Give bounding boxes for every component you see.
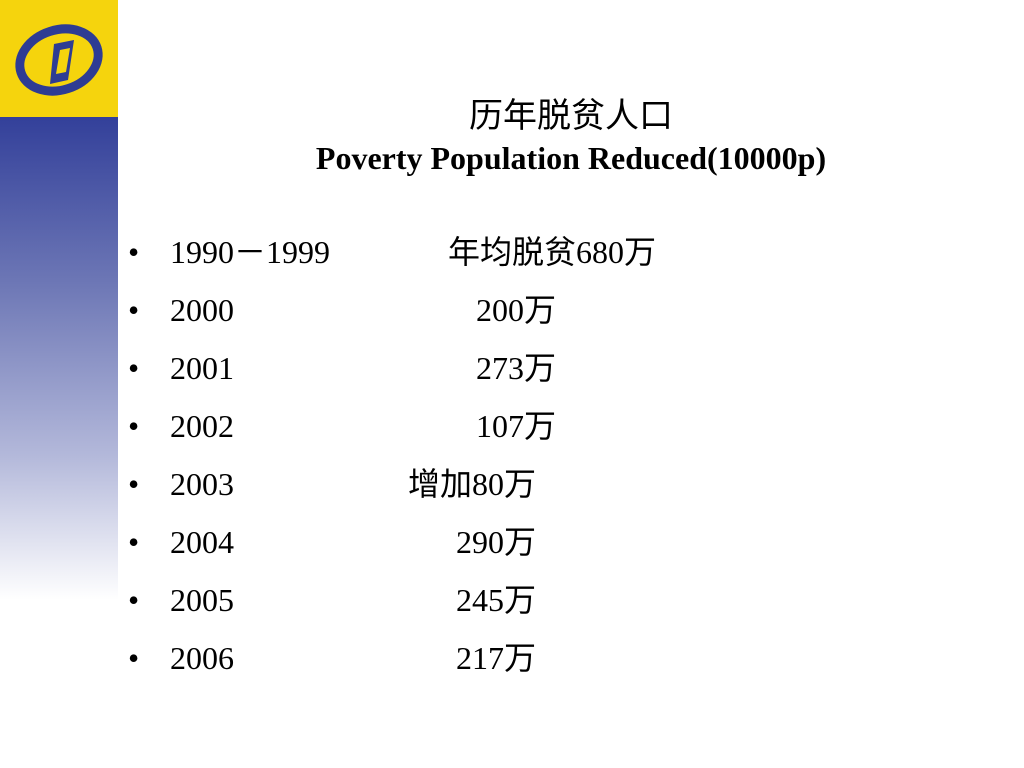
bullet-icon: •	[128, 292, 140, 328]
slide-title-chinese: 历年脱贫人口	[469, 98, 673, 135]
value-label: 273万	[476, 350, 557, 386]
bullet-icon: •	[128, 234, 140, 270]
slide-title-english: Poverty Population Reduced(10000p)	[315, 140, 827, 176]
year-label: 2004	[170, 524, 234, 560]
bullet-icon: •	[128, 408, 140, 444]
year-label: 2001	[170, 350, 234, 386]
value-label: 290万	[456, 524, 537, 560]
value-label: 增加80万	[408, 466, 537, 502]
bullet-icon: •	[128, 466, 140, 502]
logo-box	[0, 0, 118, 117]
value-label: 107万	[476, 408, 557, 444]
decorative-sidebar	[0, 0, 118, 600]
sidebar-gradient-strip	[0, 117, 118, 600]
value-label: 年均脱贫680万	[448, 234, 657, 270]
value-label: 200万	[476, 292, 557, 328]
bullet-icon: •	[128, 524, 140, 560]
year-label: 2005	[170, 582, 234, 618]
bullet-icon: •	[128, 582, 140, 618]
year-label: 2000	[170, 292, 234, 328]
year-label: 2002	[170, 408, 234, 444]
statistics-bureau-logo-icon	[15, 24, 103, 96]
value-label: 245万	[456, 582, 537, 618]
bullet-icon: •	[128, 640, 140, 676]
bullet-icon: •	[128, 350, 140, 386]
value-label: 217万	[456, 640, 537, 676]
year-label: 2003	[170, 466, 234, 502]
year-label: 1990－1999	[170, 234, 331, 270]
year-label: 2006	[170, 640, 234, 676]
